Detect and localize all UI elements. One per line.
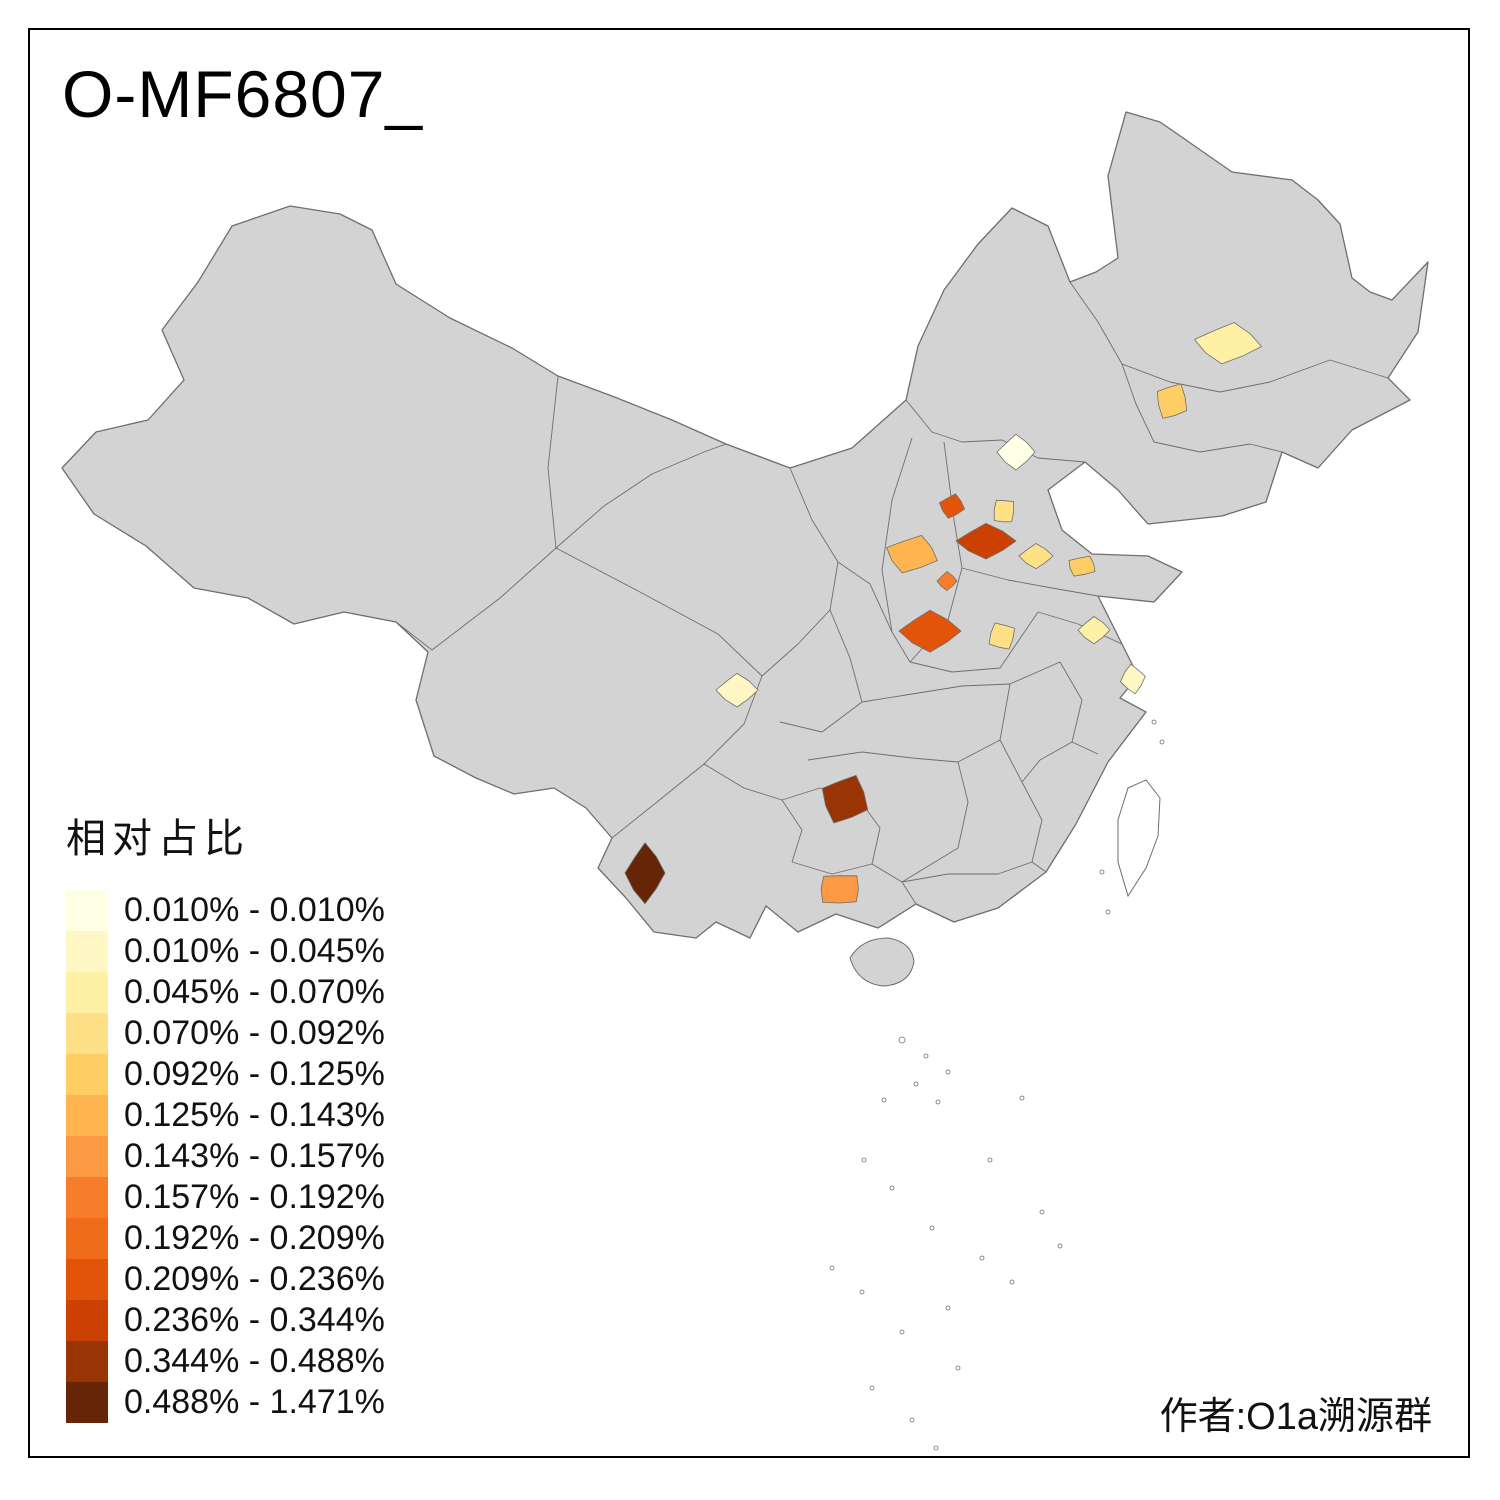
small-island [1159,739,1165,745]
legend-label: 0.236% - 0.344% [124,1301,385,1339]
legend-item: 0.010% - 0.010% [66,890,385,931]
small-island [829,1265,835,1271]
region-hebei-mid [993,499,1014,523]
region-chengdu [715,673,759,708]
region-guangxi [820,875,859,904]
legend-swatch [66,1095,108,1136]
legend-swatch [66,931,108,972]
attribution: 作者:O1a溯源群 [1159,1396,1432,1438]
small-island [899,1329,905,1335]
small-island [881,1097,887,1103]
legend-label: 0.192% - 0.209% [124,1219,385,1257]
legend-swatch [66,1177,108,1218]
taiwan-island [1117,779,1161,898]
legend-label: 0.070% - 0.092% [124,1014,385,1052]
legend-swatch [66,1259,108,1300]
plot-title: O-MF6807_ [62,57,424,131]
small-island [979,1255,985,1261]
province-borders [395,281,1389,905]
legend-label: 0.092% - 0.125% [124,1055,385,1093]
region-shanxi-center [886,535,938,574]
legend-swatch [66,1382,108,1423]
small-island [945,1069,951,1075]
small-island [913,1081,919,1087]
legend-swatch [66,890,108,931]
small-island [935,1099,941,1105]
small-island [923,1053,929,1059]
legend-item: 0.125% - 0.143% [66,1095,385,1136]
hainan-island [849,937,915,987]
small-island [1039,1209,1045,1215]
legend-swatch [66,1341,108,1382]
legend-item: 0.192% - 0.209% [66,1218,385,1259]
legend-item: 0.236% - 0.344% [66,1300,385,1341]
mainland-outline [61,111,1429,939]
region-heilongjiang [1194,322,1262,365]
legend-label: 0.488% - 1.471% [124,1383,385,1421]
legend-label: 0.010% - 0.010% [124,891,385,929]
small-island [1019,1095,1025,1101]
legend-swatch [66,1218,108,1259]
small-island [859,1289,865,1295]
small-island [933,1445,939,1451]
region-shanxi-north [939,493,965,519]
small-island [987,1157,993,1163]
small-island [1099,869,1105,875]
legend-item: 0.157% - 0.192% [66,1177,385,1218]
legend-item: 0.010% - 0.045% [66,931,385,972]
small-island [889,1185,895,1191]
small-island [945,1305,951,1311]
legend-title: 相对占比 [66,817,250,861]
small-island [861,1157,867,1163]
region-hebei-south [955,522,1017,560]
legend-items: 0.010% - 0.010% 0.010% - 0.045% 0.045% - 0… [66,890,385,1423]
legend-label: 0.045% - 0.070% [124,973,385,1011]
region-jilin [1156,383,1188,419]
small-island [1105,909,1111,915]
legend-item: 0.070% - 0.092% [66,1013,385,1054]
small-island [1057,1243,1063,1249]
legend-label: 0.143% - 0.157% [124,1137,385,1175]
region-hebei-east [1018,543,1054,570]
legend-item: 0.092% - 0.125% [66,1054,385,1095]
legend: 相对占比 0.010% - 0.010% 0.010% - 0.045% 0.045… [66,806,385,1423]
legend-item: 0.143% - 0.157% [66,1136,385,1177]
region-shanxi-south [898,609,962,653]
region-beijing [996,433,1036,471]
small-island [1009,1279,1015,1285]
legend-label: 0.344% - 0.488% [124,1342,385,1380]
small-island [1151,719,1157,725]
legend-label: 0.125% - 0.143% [124,1096,385,1134]
legend-swatch [66,1013,108,1054]
legend-item: 0.045% - 0.070% [66,972,385,1013]
legend-label: 0.157% - 0.192% [124,1178,385,1216]
legend-label: 0.209% - 0.236% [124,1260,385,1298]
legend-item: 0.344% - 0.488% [66,1341,385,1382]
small-island [909,1417,915,1423]
small-island [955,1365,961,1371]
region-shandong-west [1068,555,1096,577]
legend-swatch [66,972,108,1013]
legend-swatch [66,1136,108,1177]
region-yunnan-west [624,842,666,905]
region-shanxi-small [936,571,958,591]
legend-item: 0.209% - 0.236% [66,1259,385,1300]
region-guizhou [821,775,869,824]
legend-swatch [66,1054,108,1095]
plot-frame [28,28,1470,1458]
region-shanghai [1120,663,1146,695]
legend-item: 0.488% - 1.471% [66,1382,385,1423]
small-island [869,1385,875,1391]
region-henan-east [988,622,1015,650]
small-island [898,1036,906,1044]
small-island [929,1225,935,1231]
legend-label: 0.010% - 0.045% [124,932,385,970]
legend-swatch [66,1300,108,1341]
region-jiangsu-north [1077,616,1111,645]
